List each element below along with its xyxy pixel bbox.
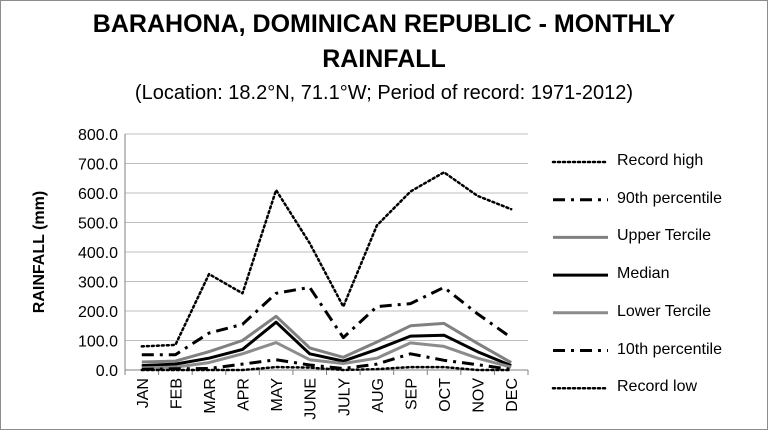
chart-subtitle: (Location: 18.2°N, 71.1°W; Period of rec… [134,82,634,104]
legend-label: Median [617,265,670,283]
x-tick-label: AUG [370,378,387,413]
legend-label: 10th percentile [617,340,722,358]
series-line-upper-tercile [141,314,512,364]
x-tick-label: DEC [504,378,521,412]
x-tick-label: OCT [437,378,454,412]
y-axis-label: RAINFALL (mm) [31,190,48,314]
x-tick-label: JUNE [303,378,320,420]
y-tick-label: 500.0 [78,216,118,233]
x-tick-label: MAY [269,378,286,412]
legend-label: Record high [617,152,704,169]
x-tick-label: SEP [403,378,420,410]
series-line-record-low [140,365,513,372]
chart-title-line2: RAINFALL [322,45,446,73]
legend-label: Upper Tercile [617,227,711,245]
x-tick-label: APR [236,378,253,411]
y-tick-label: 600.0 [78,186,118,203]
y-tick-label: 0.0 [96,363,118,380]
legend-label: Record low [617,378,698,396]
x-tick-label: JULY [336,378,353,416]
x-tick-label: JAN [135,378,152,408]
y-tick-label: 800.0 [78,127,118,144]
legend-label: 90th percentile [617,189,722,207]
chart-title-line1: BARAHONA, DOMINICAN REPUBLIC - MONTHLY [92,10,676,38]
y-tick-label: 700.0 [78,157,118,174]
series-line-record-high [140,171,513,348]
series-line-90th-percentile [141,285,513,357]
legend-label: Lower Tercile [617,302,711,320]
x-tick-label: MAR [202,378,219,414]
series-line-10th-percentile [141,352,512,371]
y-tick-label: 200.0 [78,304,118,321]
y-tick-label: 100.0 [78,334,118,351]
series-line-lower-tercile [141,341,512,370]
x-tick-label: FEB [168,378,185,409]
series-line-median [141,320,512,368]
y-tick-label: 400.0 [78,245,118,262]
x-tick-label: NOV [471,378,488,413]
y-tick-label: 300.0 [78,275,118,292]
